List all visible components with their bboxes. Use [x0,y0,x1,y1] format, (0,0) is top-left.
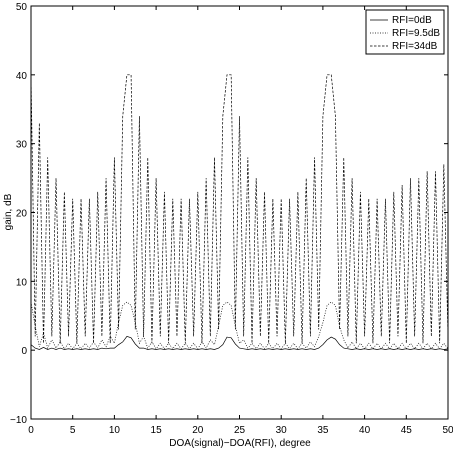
y-tick-label: 50 [16,2,28,13]
y-tick-label: 30 [16,140,28,151]
legend-box [365,9,445,55]
x-tick-label: 25 [234,425,246,436]
x-tick-label: 20 [192,425,204,436]
x-tick-label: 50 [442,425,453,436]
y-tick-label: 40 [16,71,28,82]
x-tick-label: 30 [276,425,288,436]
legend-label-rfi-0db: RFI=0dB [392,15,432,26]
plot-frame [30,5,449,420]
x-tick-label: 10 [109,425,121,436]
series-layer [30,74,449,350]
legend-label-rfi-9-5db: RFI=9.5dB [392,28,440,39]
legend: RFI=0dB RFI=9.5dB RFI=34dB [365,9,445,55]
legend-label-rfi-34db: RFI=34dB [392,41,438,52]
y-axis-label: gain, dB [3,193,14,230]
series-line-1 [30,335,449,350]
x-tick-label: 5 [70,425,76,436]
y-tick-label: 0 [21,346,27,357]
y-tick-label: 10 [16,277,28,288]
x-axis-label: DOA(signal)−DOA(RFI), degree [169,438,311,449]
y-tick-labels: 50 40 30 20 10 0 −10 [10,2,27,426]
series-line-3 [30,74,449,344]
y-tick-label: −10 [10,415,27,426]
x-tick-label: 15 [151,425,163,436]
x-tick-label: 35 [317,425,329,436]
x-tick-label: 45 [401,425,413,436]
y-tick-label: 20 [16,209,28,220]
x-tick-label: 40 [359,425,371,436]
x-tick-labels: 0 5 10 15 20 25 30 35 40 45 50 [28,425,453,436]
x-tick-label: 0 [28,425,34,436]
